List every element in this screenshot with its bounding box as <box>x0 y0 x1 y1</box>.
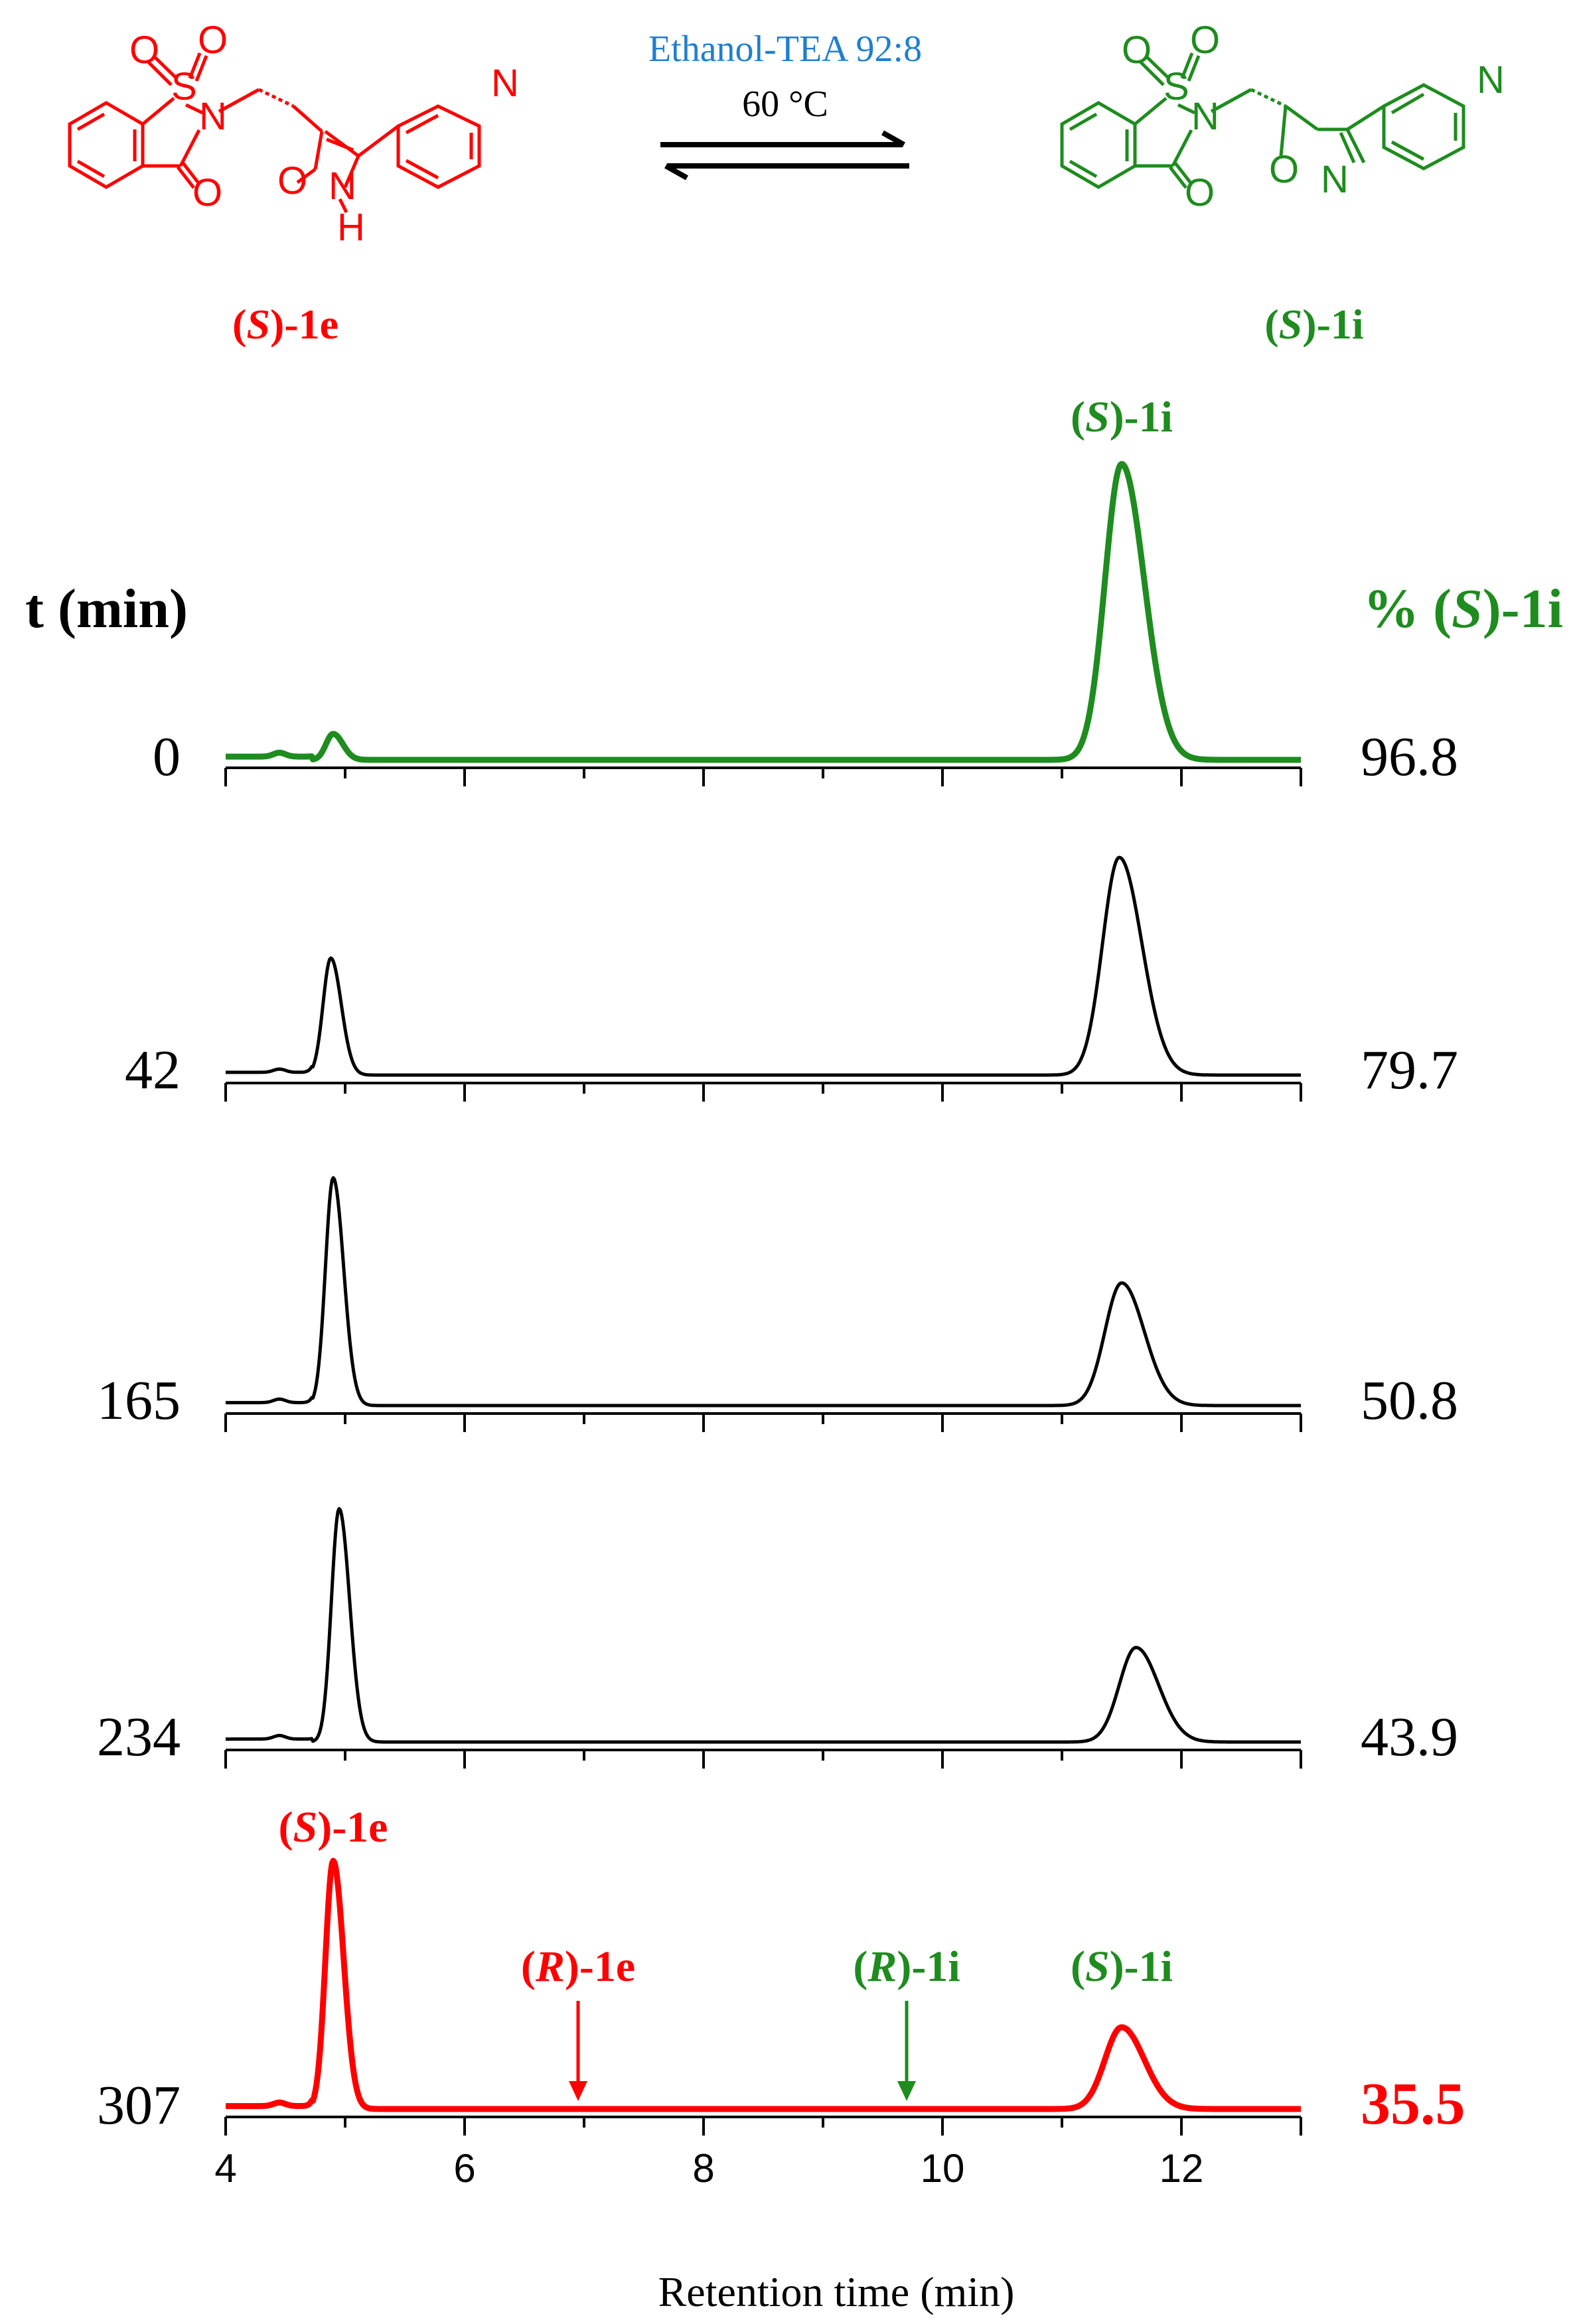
peak-arrow-head <box>569 2081 587 2101</box>
percent-column-header: % (S)-1i <box>1363 578 1563 640</box>
peak-label: (S)-1i <box>1071 393 1173 441</box>
product-structure <box>1060 52 1465 189</box>
time-column-header: t (min) <box>25 578 188 640</box>
product-atom-labels: S O O N O O N N <box>1122 19 1505 214</box>
atom-o: O <box>277 159 307 202</box>
trace-time-label: 42 <box>125 1039 181 1101</box>
chromatogram-trace-line <box>225 1506 1302 1744</box>
trace-time-label: 165 <box>97 1370 181 1431</box>
peak-label: (R)-1i <box>853 1942 960 1991</box>
atom-o: O <box>192 171 222 214</box>
trace-time-label: 307 <box>97 2074 181 2136</box>
atom-n: N <box>199 95 227 138</box>
chromatogram-trace-panel: 0 96.8 <box>153 461 1458 788</box>
atom-n: N <box>491 62 519 105</box>
chromatogram-trace-line <box>225 855 1302 1077</box>
x-tick-label: 4 <box>214 2146 236 2191</box>
equilibrium-arrows <box>660 130 909 181</box>
x-tick-label: 12 <box>1160 2146 1204 2191</box>
trace-time-label: 234 <box>97 1706 181 1768</box>
chromatogram-trace-line <box>224 1857 1303 2112</box>
trace-time-label: 0 <box>153 726 181 788</box>
atom-o: O <box>129 29 159 72</box>
peak-label: (S)-1e <box>279 1803 388 1852</box>
atom-n: N <box>1191 95 1219 138</box>
chromatogram-trace-panel: 165 50.8 <box>97 1176 1458 1432</box>
peak-label: (S)-1i <box>1071 1942 1173 1991</box>
conditions-temperature: 60 °C <box>742 84 828 125</box>
atom-s: S <box>1163 65 1189 108</box>
chromatogram-trace-panel: 234 43.9 <box>97 1506 1458 1769</box>
atom-o: O <box>1185 171 1215 214</box>
reactant-atom-labels: S O O N O O N H N <box>129 19 519 249</box>
chromatogram-trace-panel: 307 35.5 <box>97 1857 1465 2137</box>
trace-percent-label: 35.5 <box>1361 2071 1465 2137</box>
x-tick-label: 8 <box>692 2146 714 2191</box>
atom-o: O <box>1190 19 1220 62</box>
atom-n: N <box>1321 158 1349 201</box>
reactant-label: (S)-1e <box>232 301 338 348</box>
peak-arrow-head <box>897 2081 916 2101</box>
chromatogram-trace-line <box>225 1176 1302 1408</box>
atom-n: N <box>329 165 356 208</box>
chromatogram-trace-line <box>224 461 1303 763</box>
peak-label: (R)-1e <box>521 1942 635 1991</box>
product-label: (S)-1i <box>1264 301 1363 348</box>
atom-o: O <box>1122 29 1152 72</box>
trace-percent-label: 96.8 <box>1361 726 1458 788</box>
x-axis-label: Retention time (min) <box>658 2268 1015 2315</box>
atom-o: O <box>198 19 228 62</box>
trace-percent-label: 79.7 <box>1361 1039 1458 1101</box>
atom-s: S <box>171 65 197 108</box>
trace-percent-label: 50.8 <box>1361 1370 1458 1431</box>
conditions-solvent: Ethanol-TEA 92:8 <box>648 29 922 70</box>
x-tick-label: 6 <box>453 2146 475 2191</box>
x-tick-label: 10 <box>921 2146 965 2191</box>
chromatogram-trace-panel: 42 79.7 <box>125 855 1458 1102</box>
reactant-structure <box>68 52 481 214</box>
trace-percent-label: 43.9 <box>1361 1706 1458 1768</box>
atom-o: O <box>1269 148 1299 191</box>
atom-h: H <box>337 206 365 249</box>
atom-n: N <box>1477 58 1505 102</box>
